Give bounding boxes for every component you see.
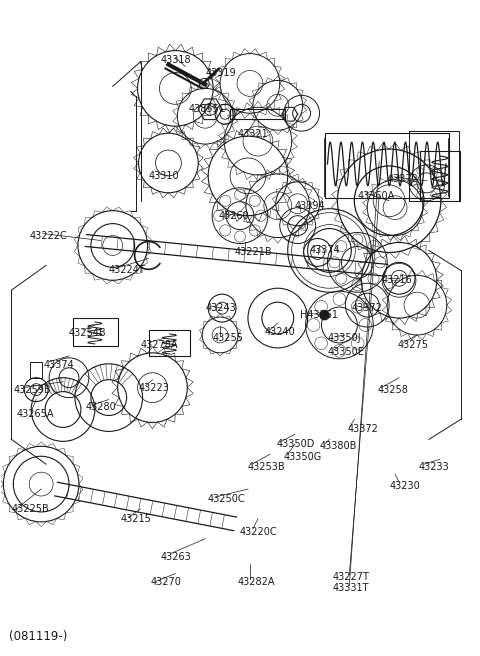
Text: 43372: 43372 (348, 424, 378, 434)
Text: 43319: 43319 (205, 68, 236, 79)
Text: 43220C: 43220C (240, 527, 277, 537)
Text: (081119-): (081119-) (9, 630, 68, 643)
Text: 43350D: 43350D (277, 440, 315, 449)
Text: 43282A: 43282A (238, 577, 276, 586)
Text: 43258: 43258 (377, 384, 408, 395)
Text: 43380B: 43380B (320, 441, 357, 451)
Text: 43254B: 43254B (69, 328, 107, 338)
Bar (148, 330, 190, 356)
Text: 43318: 43318 (160, 54, 191, 64)
Text: 43350G: 43350G (284, 452, 322, 462)
Text: 43224T: 43224T (109, 265, 145, 276)
Text: 43263: 43263 (160, 552, 191, 562)
Text: 43270: 43270 (151, 577, 181, 586)
Text: 43278A: 43278A (141, 340, 178, 350)
Text: 43350E: 43350E (327, 347, 364, 357)
Text: 43255: 43255 (212, 333, 243, 343)
Bar (230, 110, 285, 119)
Text: 43331T: 43331T (333, 583, 369, 594)
Text: 43215: 43215 (120, 514, 152, 524)
Circle shape (320, 310, 329, 320)
Text: 43265A: 43265A (16, 409, 54, 419)
Text: 43280: 43280 (86, 401, 117, 411)
Text: 43360A: 43360A (357, 191, 395, 201)
Text: 43321: 43321 (238, 129, 269, 139)
Text: 43374: 43374 (310, 245, 340, 255)
Text: 43243: 43243 (205, 303, 236, 313)
Text: 43223: 43223 (139, 382, 169, 393)
Text: 43240: 43240 (265, 327, 296, 337)
Text: 43372: 43372 (387, 174, 418, 184)
Text: 43372: 43372 (351, 303, 382, 313)
Text: 43227T: 43227T (333, 571, 369, 582)
Text: 43221B: 43221B (235, 247, 273, 257)
Text: 43253B: 43253B (248, 462, 286, 472)
Bar (73, 318, 118, 346)
Bar (30, 362, 42, 378)
Text: 43222C: 43222C (29, 230, 67, 241)
Text: 43310: 43310 (148, 171, 179, 181)
Text: 43230: 43230 (389, 481, 420, 491)
Bar (420, 151, 460, 201)
Text: 43225B: 43225B (12, 504, 49, 514)
Text: 43233: 43233 (419, 462, 450, 472)
Text: 43260: 43260 (218, 211, 249, 220)
Bar (324, 133, 449, 197)
Text: 43394: 43394 (295, 201, 325, 211)
Text: 43855C: 43855C (188, 104, 226, 114)
Text: 43259B: 43259B (13, 384, 51, 395)
Text: H43361: H43361 (300, 310, 337, 320)
Text: 43216: 43216 (381, 276, 412, 285)
Text: 43374: 43374 (43, 359, 74, 370)
Text: 43350J: 43350J (327, 333, 361, 343)
Text: 43275: 43275 (397, 340, 428, 350)
Text: 43250C: 43250C (207, 494, 245, 504)
